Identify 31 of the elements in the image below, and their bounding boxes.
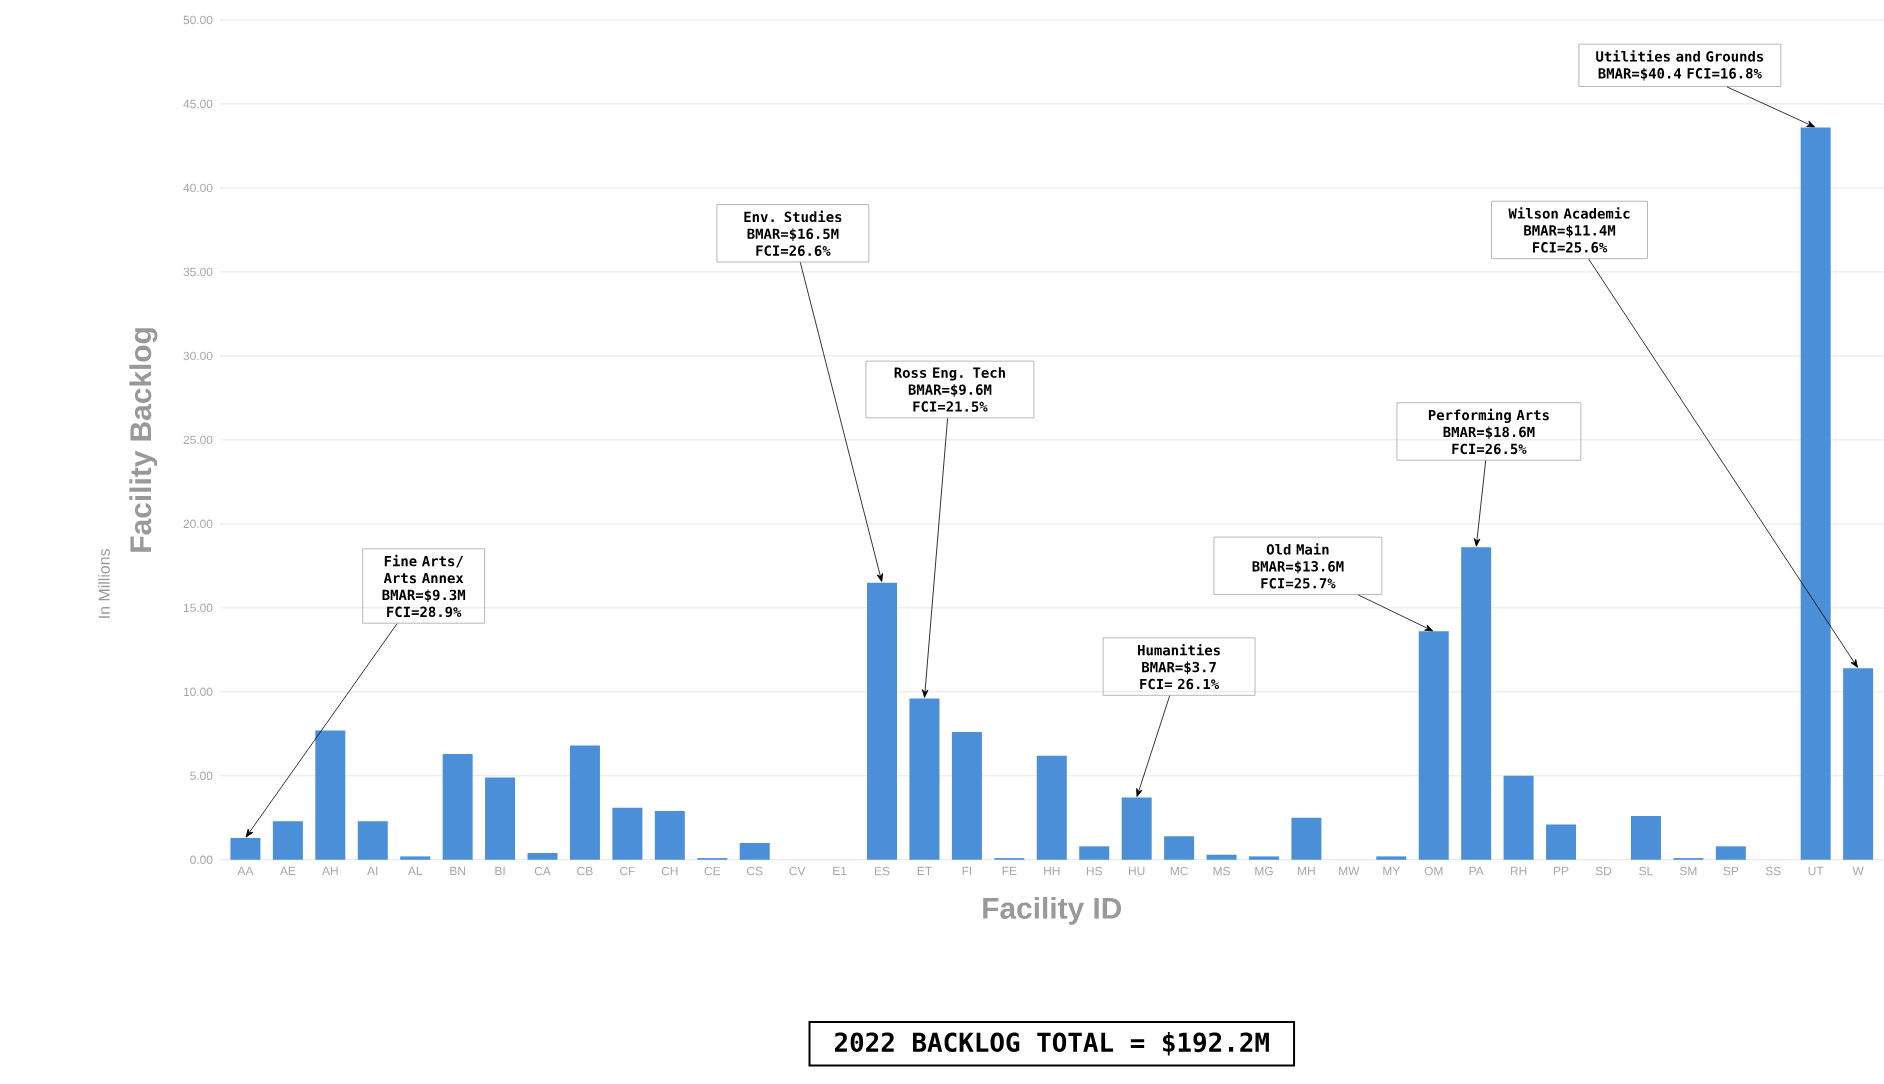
x-axis-title: Facility ID [983, 897, 1122, 925]
text: 2022 BACKLOG TOTAL = $192.2M [834, 1032, 1269, 1056]
bar [1206, 854, 1237, 860]
bar [485, 777, 516, 860]
bar [1630, 816, 1661, 860]
bar [1291, 817, 1322, 860]
bar [1800, 127, 1831, 860]
bar [739, 843, 770, 860]
bar [315, 730, 346, 860]
bar [569, 745, 600, 860]
bar [1461, 547, 1492, 860]
bar [612, 807, 643, 860]
bar [1164, 836, 1195, 860]
bar [1418, 631, 1449, 860]
bar [442, 754, 473, 860]
bar [1079, 846, 1110, 860]
bar [951, 732, 982, 860]
bar [230, 838, 261, 860]
bar [357, 821, 388, 860]
bar [867, 582, 898, 860]
bar [272, 821, 303, 860]
y-axis-title: Facility Backlog [129, 328, 158, 552]
bar [1843, 668, 1874, 860]
bar [527, 853, 558, 860]
bar [1036, 755, 1067, 860]
bar [909, 698, 940, 860]
bar [654, 811, 685, 860]
bar [1503, 775, 1534, 860]
bar [1546, 824, 1577, 860]
bar [1121, 797, 1152, 860]
bar [1715, 846, 1746, 860]
